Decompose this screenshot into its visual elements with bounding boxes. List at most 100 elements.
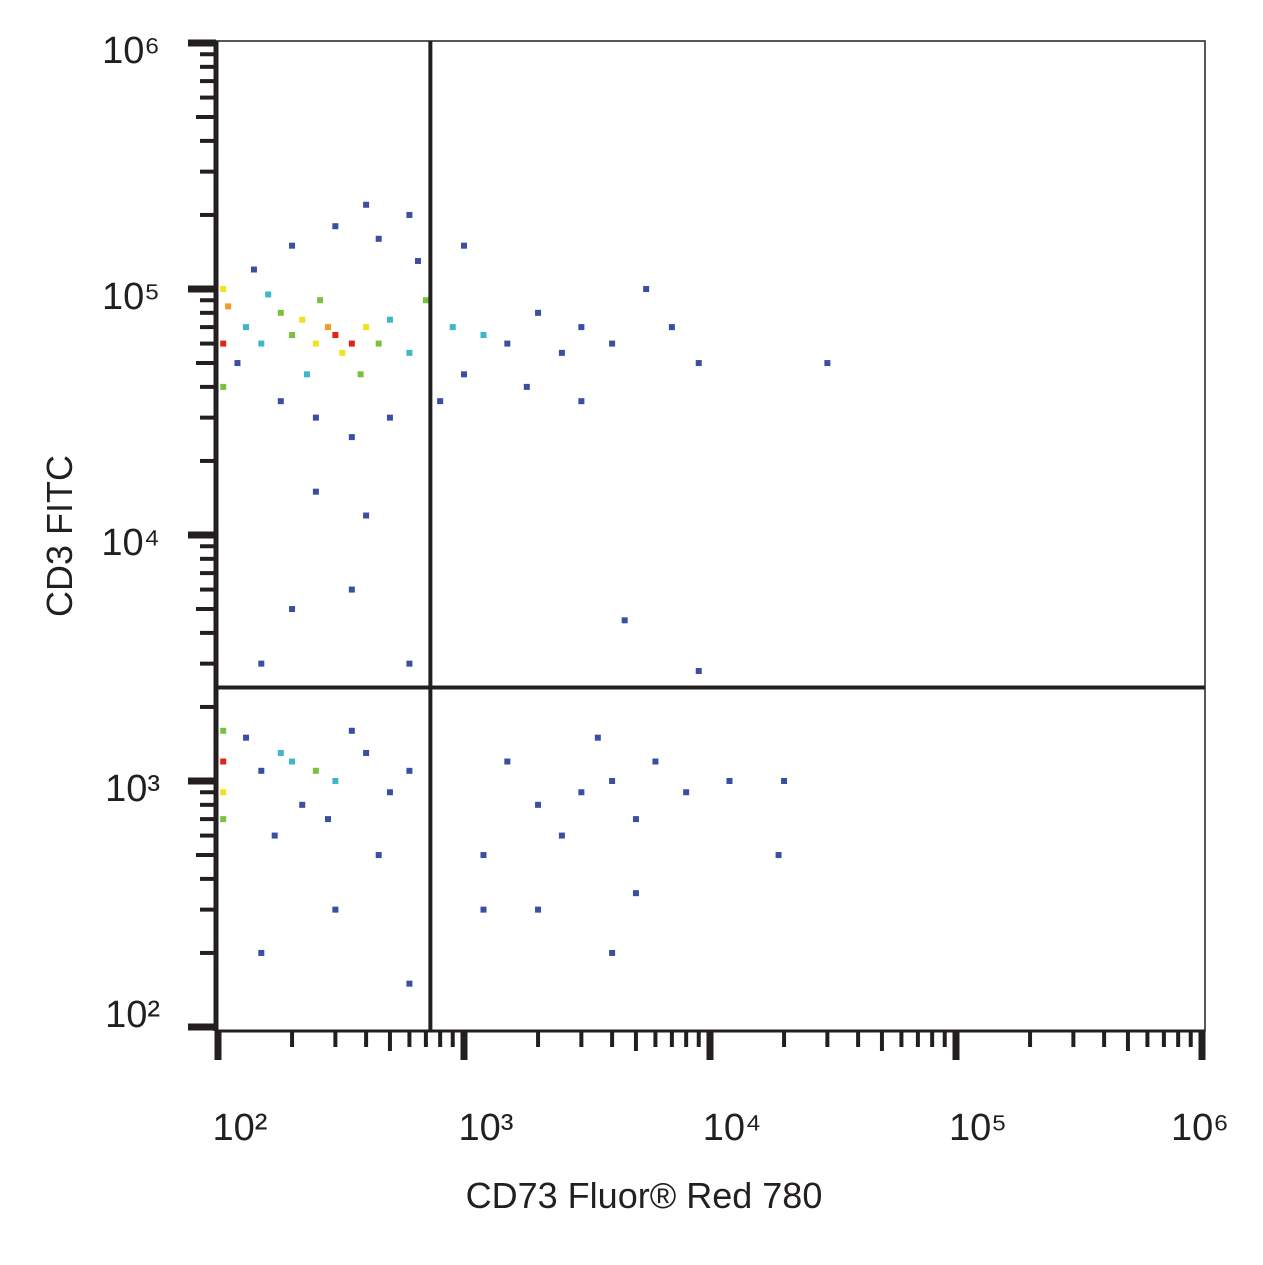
event-point — [312, 767, 319, 774]
event-point — [523, 383, 530, 390]
event-point — [277, 749, 284, 756]
event-point — [632, 816, 639, 823]
event-point — [824, 360, 831, 367]
x-tick-label: 10⁵ — [949, 1107, 1007, 1149]
event-point — [558, 832, 565, 839]
event-point — [726, 778, 733, 784]
event-point — [277, 398, 284, 405]
event-point — [652, 758, 659, 765]
event-point — [363, 201, 370, 208]
y-tick-label: 10⁴ — [101, 522, 160, 564]
event-point — [695, 360, 702, 367]
event-point — [339, 349, 346, 356]
event-point — [406, 211, 413, 218]
event-point — [406, 767, 413, 774]
event-point — [220, 758, 227, 765]
event-point — [535, 309, 542, 316]
event-point — [289, 606, 296, 613]
event-point — [258, 340, 265, 347]
event-point — [406, 980, 413, 987]
event-point — [332, 332, 339, 339]
event-point — [299, 801, 306, 808]
event-point — [289, 332, 296, 339]
event-point — [289, 758, 296, 765]
plot-frame — [215, 40, 1206, 1032]
event-point — [220, 727, 227, 734]
event-point — [480, 852, 487, 859]
event-point — [386, 414, 393, 421]
event-point — [578, 789, 585, 796]
event-point — [461, 371, 467, 378]
event-point — [220, 340, 227, 347]
event-point — [220, 789, 227, 796]
event-point — [422, 297, 429, 304]
event-point — [220, 383, 227, 390]
event-point — [357, 371, 364, 378]
event-point — [621, 617, 628, 624]
event-point — [312, 340, 319, 347]
event-point — [386, 789, 393, 796]
event-point — [317, 297, 324, 304]
event-point — [225, 303, 232, 310]
event-point — [375, 235, 382, 242]
event-point — [363, 749, 370, 756]
event-point — [258, 767, 265, 774]
event-point — [271, 832, 278, 839]
event-point — [277, 309, 284, 316]
event-point — [480, 332, 487, 339]
event-point — [234, 360, 241, 367]
event-point — [312, 488, 319, 495]
event-point — [363, 512, 370, 519]
event-point — [406, 349, 413, 356]
event-point — [325, 324, 332, 331]
event-point — [414, 257, 421, 264]
y-tick-label: 10⁵ — [102, 276, 160, 318]
event-point — [578, 398, 585, 405]
event-point — [332, 778, 339, 784]
event-point — [695, 667, 702, 674]
event-point — [375, 852, 382, 859]
event-point — [332, 223, 339, 230]
event-point — [289, 242, 296, 249]
event-point — [558, 349, 565, 356]
y-tick-label: 10² — [105, 994, 160, 1036]
y-tick-label: 10⁶ — [102, 30, 160, 72]
event-point — [325, 816, 332, 823]
x-tick-label: 10⁴ — [703, 1107, 762, 1149]
y-axis-title: CD3 FITC — [39, 455, 80, 617]
event-point — [299, 316, 306, 323]
event-point — [265, 291, 272, 298]
event-point — [243, 734, 250, 741]
event-point — [643, 286, 650, 292]
event-point — [312, 414, 319, 421]
event-point — [578, 324, 585, 331]
event-point — [504, 758, 511, 765]
event-point — [609, 340, 616, 347]
event-point — [609, 949, 616, 956]
event-point — [668, 324, 675, 331]
event-point — [348, 434, 355, 441]
event-point — [220, 816, 227, 823]
event-point — [220, 286, 227, 292]
event-point — [461, 242, 467, 249]
event-point — [535, 801, 542, 808]
event-point — [303, 371, 310, 378]
event-point — [632, 890, 639, 897]
event-point — [250, 266, 257, 273]
event-point — [332, 906, 339, 913]
event-point — [363, 324, 370, 331]
event-point — [348, 340, 355, 347]
x-tick-label: 10² — [213, 1107, 268, 1149]
event-point — [594, 734, 601, 741]
x-axis-title: CD73 Fluor® Red 780 — [466, 1175, 823, 1216]
event-point — [386, 316, 393, 323]
event-point — [480, 906, 487, 913]
event-point — [258, 660, 265, 667]
y-tick-label: 10³ — [105, 768, 160, 810]
event-point — [504, 340, 511, 347]
event-point — [781, 778, 788, 784]
x-tick-label: 10⁶ — [1171, 1107, 1229, 1149]
event-point — [406, 660, 413, 667]
event-point — [683, 789, 690, 796]
